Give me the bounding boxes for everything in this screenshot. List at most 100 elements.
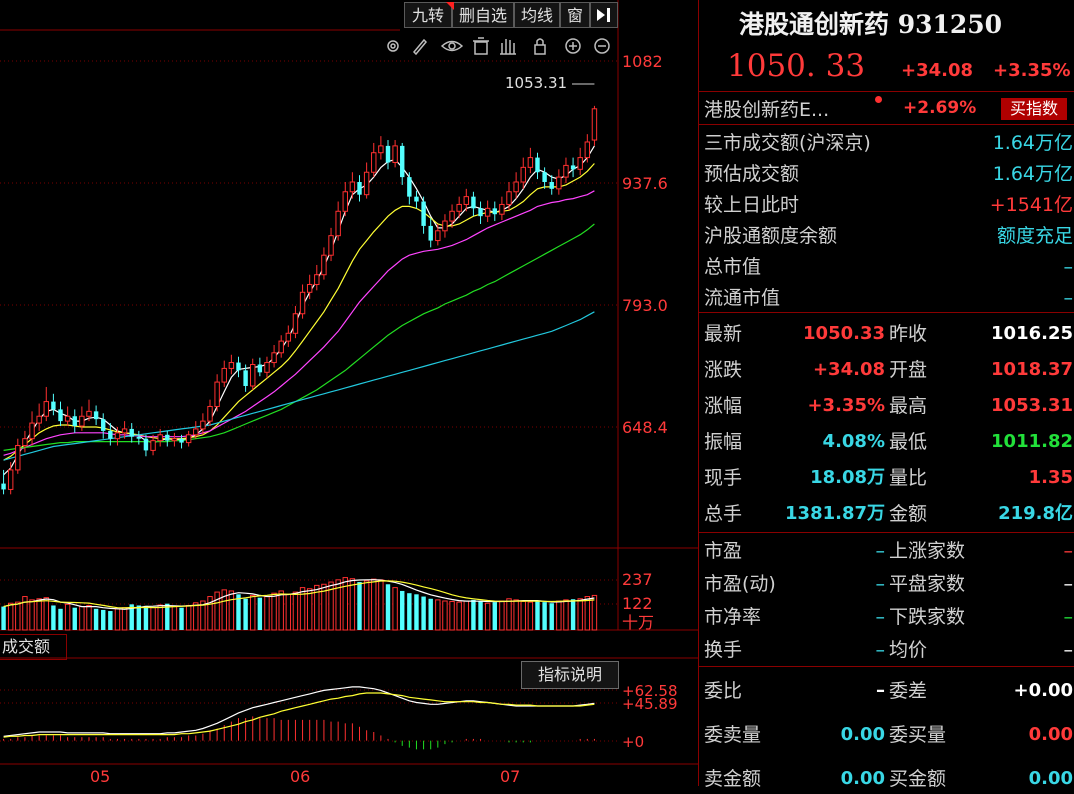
volume-bar	[101, 609, 106, 630]
candle-body	[171, 438, 178, 442]
volume-ma-line	[3, 580, 595, 609]
candle-body	[165, 434, 170, 441]
candle-body	[29, 422, 35, 440]
stats-value-right: 1.35	[1028, 467, 1073, 488]
candle-body	[129, 428, 134, 437]
trash-icon[interactable]	[473, 37, 489, 55]
volume-unit: 十万	[622, 613, 655, 632]
breadth-value-right: –	[1063, 639, 1074, 661]
candle-body	[264, 362, 270, 373]
candle-body	[335, 210, 341, 237]
candle-body	[64, 415, 71, 422]
pen-icon[interactable]	[412, 38, 428, 56]
candle-body	[378, 145, 384, 154]
candle-body	[314, 274, 320, 285]
volume-bar	[471, 599, 476, 630]
volume-bar	[306, 588, 313, 631]
volume-bar	[392, 587, 398, 631]
market-row-value: 额度充足	[996, 225, 1073, 247]
volume-bar	[214, 591, 220, 631]
candle-body	[207, 405, 213, 422]
volume-bar	[200, 600, 206, 631]
breadth-label-left: 市盈	[704, 540, 743, 562]
volume-bar	[72, 607, 77, 630]
market-row: 三市成交额(沪深京) 1.64万亿	[699, 128, 1074, 158]
market-row-label: 三市成交额(沪深京)	[704, 132, 871, 154]
volume-bar	[7, 602, 14, 631]
indicator-help-button[interactable]: 指标说明	[521, 661, 619, 689]
volume-bar	[407, 593, 412, 630]
candle-body	[101, 419, 106, 431]
order-label-left: 委比	[704, 680, 743, 702]
candle-body	[478, 208, 483, 217]
candle-body	[1, 483, 6, 490]
price-chart[interactable]	[0, 0, 698, 786]
collapse-panel-button[interactable]	[590, 2, 618, 28]
volume-bar	[506, 598, 512, 631]
nine-turn-button[interactable]: 九转	[404, 2, 452, 28]
indicator-label[interactable]: 成交额	[0, 634, 67, 660]
volume-bar	[449, 600, 455, 631]
volume-bar	[371, 578, 377, 631]
candle-body	[328, 235, 334, 256]
candle-body	[292, 313, 299, 334]
market-row: 总市值 –	[699, 252, 1074, 282]
breadth-label-right: 上涨家数	[889, 540, 966, 562]
candle-body	[513, 181, 519, 193]
candle-body	[449, 210, 455, 222]
candle-body	[371, 152, 377, 173]
volume-bar	[157, 604, 163, 631]
candle-body	[22, 438, 28, 447]
candle-body	[236, 362, 241, 371]
candle-body	[7, 469, 14, 490]
zoom-out-icon[interactable]	[594, 38, 610, 54]
date-tick-may: 05	[90, 767, 111, 786]
volume-bar	[342, 577, 348, 631]
eye-icon[interactable]	[440, 40, 464, 52]
breadth-label-left: 换手	[704, 639, 743, 661]
market-row-label: 沪股通额度余额	[704, 225, 838, 247]
moving-average-button[interactable]: 均线	[514, 2, 560, 28]
volume-bar	[520, 600, 526, 631]
price-tick-4: 648.4	[622, 418, 668, 437]
candle-body	[421, 201, 426, 226]
gear-icon[interactable]	[387, 40, 399, 52]
candle-body	[520, 166, 526, 183]
volume-bar	[563, 599, 569, 631]
market-row-label: 较上日此时	[704, 194, 800, 216]
zoom-in-icon[interactable]	[565, 38, 581, 54]
candle-body	[542, 172, 547, 182]
stats-value-right: 219.8亿	[998, 503, 1073, 524]
volume-bar	[335, 579, 341, 631]
volume-bar	[236, 594, 241, 630]
volume-bar	[129, 604, 134, 630]
hand-icon[interactable]	[500, 39, 516, 55]
buy-index-button[interactable]: 买指数	[1001, 98, 1067, 120]
indicator-tick-3: +0	[622, 733, 645, 751]
candle-body	[51, 401, 56, 410]
stats-row: 现手 18.08万 量比 1.35	[699, 461, 1074, 495]
breadth-label-left: 市盈(动)	[704, 573, 776, 595]
candle-body	[86, 410, 92, 417]
candle-body	[15, 445, 21, 471]
stats-value-left: 1050.33	[803, 323, 885, 344]
candle-body	[143, 438, 149, 451]
kline-chart-area[interactable]: 九转 删自选 均线 窗 1082 937.6 793.0 648.4 1053.…	[0, 0, 698, 786]
window-button[interactable]: 窗	[560, 2, 590, 28]
remove-favorite-button[interactable]: 删自选	[452, 2, 514, 28]
high-price-marker: 1053.31	[505, 74, 568, 92]
volume-bar	[285, 593, 292, 631]
date-tick-june: 06	[290, 767, 311, 786]
volume-bar	[577, 598, 583, 631]
stats-label-left: 涨幅	[704, 395, 743, 417]
volume-tick-1: 237	[622, 570, 653, 589]
volume-bar	[463, 600, 470, 631]
related-etf-name[interactable]: 港股创新药E...	[704, 99, 830, 121]
candle-body	[228, 362, 235, 369]
volume-bar	[484, 602, 491, 631]
volume-bar	[556, 600, 562, 631]
volume-bar	[492, 602, 497, 630]
candle-body	[285, 332, 292, 342]
order-value-right: 0.00	[1028, 768, 1073, 789]
lock-icon[interactable]	[534, 38, 546, 55]
